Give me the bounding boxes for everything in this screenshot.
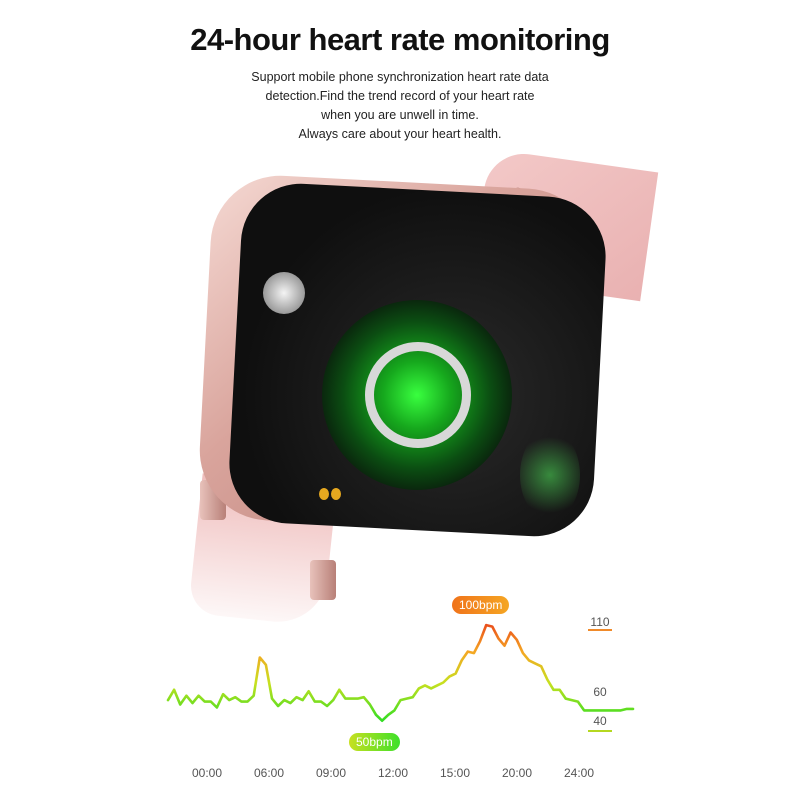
description-line: when you are unwell in time. [321, 108, 479, 122]
min-bpm-label: 50bpm [349, 733, 400, 751]
level-label-110: 110 [590, 615, 610, 629]
level-label-60: 60 [593, 685, 607, 699]
description-line: Always care about your heart health. [298, 127, 502, 141]
x-tick-label: 15:00 [440, 766, 471, 780]
charging-pin [331, 488, 341, 500]
x-tick-label: 12:00 [378, 766, 409, 780]
x-tick-label: 24:00 [564, 766, 595, 780]
x-tick-label: 20:00 [502, 766, 533, 780]
level-line-40 [588, 730, 612, 732]
description-line: detection.Find the trend record of your … [265, 89, 535, 103]
charging-pin [319, 488, 329, 500]
level-line-110 [588, 629, 612, 631]
green-glow [520, 430, 580, 520]
page-title: 24-hour heart rate monitoring [190, 22, 610, 57]
description: Support mobile phone synchronization hea… [0, 68, 800, 144]
level-label-40: 40 [593, 714, 607, 728]
description-line: Support mobile phone synchronization hea… [251, 70, 549, 84]
heart-rate-line [166, 623, 635, 722]
watch-crown [263, 272, 305, 314]
x-tick-label: 06:00 [254, 766, 285, 780]
x-tick-label: 00:00 [192, 766, 223, 780]
x-tick-label: 09:00 [316, 766, 347, 780]
sensor-ring [365, 342, 471, 448]
max-bpm-label: 100bpm [452, 596, 510, 614]
watch-lug [310, 560, 336, 600]
